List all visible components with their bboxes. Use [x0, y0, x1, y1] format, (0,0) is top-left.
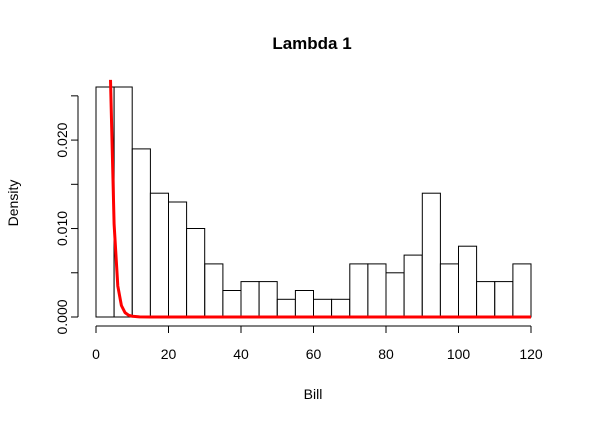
histogram-bar: [494, 281, 514, 318]
histogram-bar: [512, 263, 532, 318]
histogram-bar: [331, 298, 351, 318]
x-tick-label: 40: [233, 346, 249, 362]
chart-title: Lambda 1: [272, 34, 351, 53]
x-tick-label: 120: [519, 346, 543, 362]
histogram-bar: [149, 192, 169, 318]
y-axis: 0.000 0.010 0.020: [54, 95, 79, 335]
histogram-bar: [403, 254, 423, 318]
histogram-bar: [349, 263, 369, 318]
x-tick-label: 100: [447, 346, 471, 362]
histogram-bar: [222, 290, 242, 318]
x-tick-label: 80: [378, 346, 394, 362]
y-axis-label: Density: [5, 180, 21, 227]
histogram-bar: [458, 245, 478, 318]
histogram-bar: [131, 148, 151, 318]
y-tick-label: 0.010: [54, 211, 70, 246]
histogram-bar: [276, 298, 296, 318]
histogram-bar: [421, 192, 441, 318]
y-tick-label: 0.000: [54, 299, 70, 334]
x-axis-label: Bill: [304, 386, 323, 402]
x-tick-label: 20: [161, 346, 177, 362]
histogram-bar: [240, 281, 260, 318]
histogram-bar: [367, 263, 387, 318]
density-curve: [109, 79, 531, 319]
histogram-bar: [313, 298, 333, 318]
histogram-bars: [95, 86, 532, 318]
x-axis: 0 20 40 60 80 100 120: [92, 325, 543, 362]
x-tick-label: 60: [306, 346, 322, 362]
histogram-bar: [439, 263, 459, 318]
histogram-bar: [476, 281, 496, 318]
y-tick-label: 0.020: [54, 122, 70, 157]
histogram-bar: [385, 272, 405, 318]
histogram-bar: [258, 281, 278, 318]
x-tick-label: 0: [92, 346, 100, 362]
histogram-bar: [294, 290, 314, 318]
histogram-bar: [186, 228, 206, 318]
histogram-bar: [168, 201, 188, 318]
histogram-bar: [204, 263, 224, 318]
